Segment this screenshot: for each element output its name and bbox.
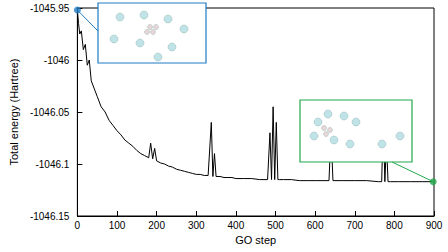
svg-text:-1046.1: -1046.1 xyxy=(35,159,69,170)
svg-text:GO step: GO step xyxy=(235,234,276,246)
svg-text:800: 800 xyxy=(386,220,403,231)
svg-text:-1046.15: -1046.15 xyxy=(30,211,70,222)
svg-text:-1045.95: -1045.95 xyxy=(30,3,70,14)
svg-text:900: 900 xyxy=(426,220,443,231)
svg-text:700: 700 xyxy=(346,220,363,231)
svg-text:Total energy (Hartree): Total energy (Hartree) xyxy=(8,59,20,166)
svg-text:0: 0 xyxy=(75,220,81,231)
svg-text:600: 600 xyxy=(307,220,324,231)
svg-text:300: 300 xyxy=(188,220,205,231)
svg-text:100: 100 xyxy=(109,220,126,231)
svg-text:500: 500 xyxy=(267,220,284,231)
svg-text:400: 400 xyxy=(228,220,245,231)
svg-text:200: 200 xyxy=(148,220,165,231)
svg-text:-1046.05: -1046.05 xyxy=(30,107,70,118)
svg-text:-1046: -1046 xyxy=(44,55,70,66)
